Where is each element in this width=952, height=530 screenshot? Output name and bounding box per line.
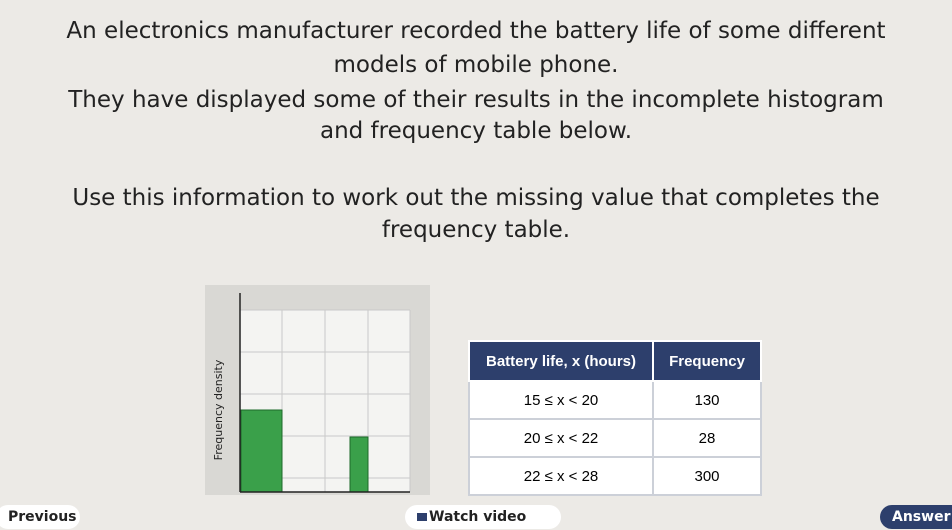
table-cell: 28	[652, 418, 762, 458]
grid	[240, 309, 411, 492]
question-line: Use this information to work out the mis…	[72, 185, 880, 211]
table-cell: 130	[652, 380, 762, 420]
y-axis-label: Frequency density	[212, 359, 225, 460]
question-line: An electronics manufacturer recorded the…	[66, 18, 886, 44]
table-cell: 15 ≤ x < 20	[468, 380, 654, 420]
question-line: models of mobile phone.	[333, 52, 619, 78]
watch-video-button[interactable]: Watch video	[405, 505, 561, 529]
histogram-bar	[240, 409, 283, 493]
video-icon	[417, 513, 427, 521]
table-header: Battery life, x (hours)	[468, 340, 654, 382]
table-cell: 22 ≤ x < 28	[468, 456, 654, 496]
table-header: Frequency	[652, 340, 762, 382]
histogram: Frequency density	[205, 285, 430, 495]
table-cell: 20 ≤ x < 22	[468, 418, 654, 458]
frequency-table: Battery life, x (hours) Frequency 15 ≤ x …	[468, 340, 762, 496]
question-line: and frequency table below.	[319, 118, 633, 144]
question-line: frequency table.	[381, 217, 571, 243]
question-line: They have displayed some of their result…	[68, 87, 884, 113]
watch-video-label: Watch video	[429, 509, 527, 525]
previous-button[interactable]: Previous	[0, 505, 80, 529]
answer-button[interactable]: Answer	[880, 505, 952, 529]
table-cell: 300	[652, 456, 762, 496]
histogram-bar	[349, 436, 369, 493]
